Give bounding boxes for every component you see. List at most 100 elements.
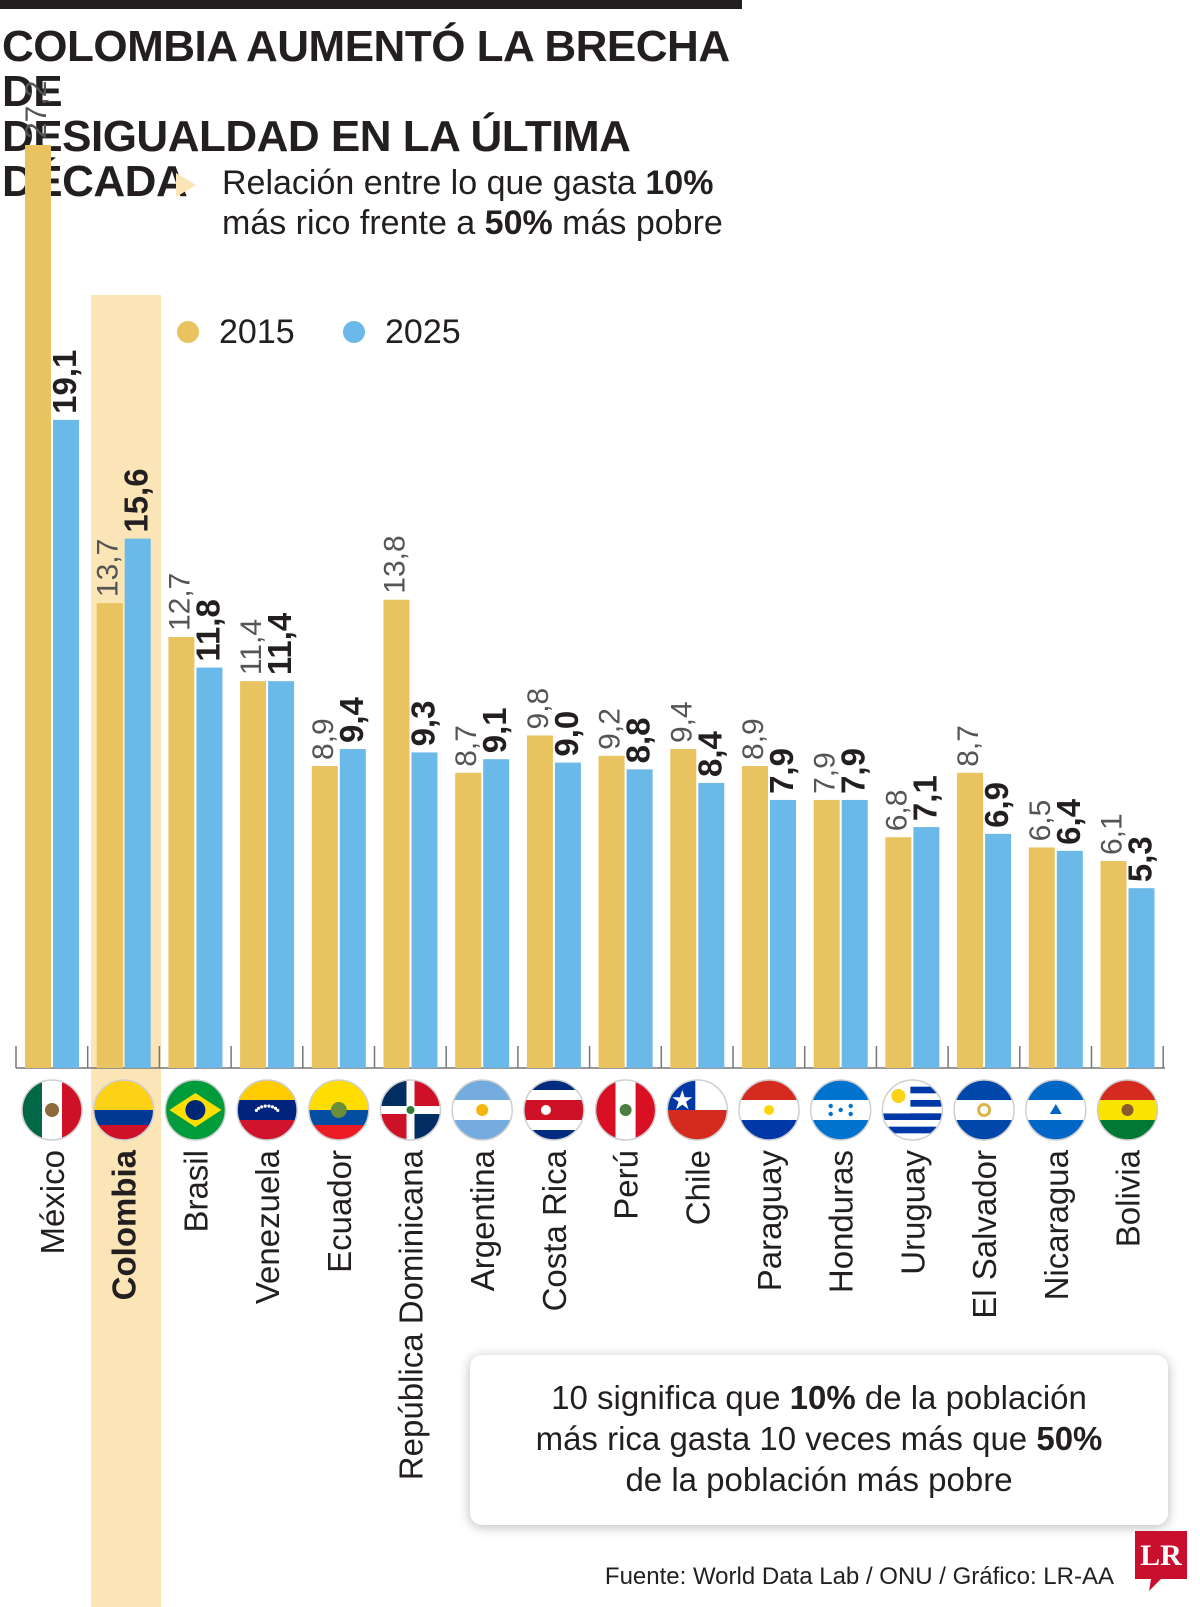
value-label-2015: 13,7 — [92, 539, 125, 597]
note-box: 10 significa que 10% de la población más… — [470, 1355, 1168, 1525]
category-label: Perú — [608, 1150, 645, 1220]
category-group-4: 8,99,4 Ecuador — [307, 697, 370, 1273]
bar-2025 — [913, 827, 940, 1068]
category-group-11: 7,97,9 Honduras — [809, 748, 872, 1293]
note-line2-text: más rica gasta 10 veces más que — [535, 1420, 1037, 1457]
bar-2015 — [742, 765, 768, 1068]
bar-2015 — [240, 681, 267, 1068]
value-label-2025: 9,4 — [333, 697, 370, 744]
category-label: Paraguay — [751, 1150, 788, 1292]
category-group-1: 13,7 15,6 Colombia — [92, 468, 155, 1300]
bar-2015 — [383, 599, 410, 1068]
bar-2025 — [698, 782, 725, 1068]
bar-2015 — [598, 755, 625, 1068]
subtitle-line1-bold: 10% — [645, 164, 714, 202]
bar-2025 — [196, 667, 223, 1068]
flag-dominican-republic-icon — [379, 1079, 442, 1141]
lr-logo-icon: LR — [1135, 1531, 1187, 1591]
bar-2025 — [770, 799, 796, 1068]
flag-colombia-icon — [92, 1079, 155, 1141]
category-group-15: 6,15,3 Bolivia — [1096, 813, 1159, 1247]
bar-2015 — [1028, 847, 1055, 1068]
flag-ecuador-icon — [308, 1079, 370, 1141]
note-line2-bold: 50% — [1036, 1420, 1103, 1457]
bar-2025 — [53, 419, 79, 1068]
bar-2025 — [268, 681, 295, 1068]
chart-title-line1: COLOMBIA AUMENTÓ LA BRECHA DE — [2, 22, 728, 116]
bar-2015 — [813, 799, 840, 1068]
note-line1-end: de la población — [855, 1379, 1087, 1416]
bar-2025 — [626, 769, 653, 1068]
category-label: Costa Rica — [536, 1149, 573, 1311]
note-line2: más rica gasta 10 veces más que 50% — [470, 1418, 1168, 1459]
note-line1-bold: 10% — [789, 1379, 856, 1416]
value-label-2015: 8,7 — [952, 725, 985, 767]
bar-2025 — [1056, 850, 1083, 1068]
category-group-6: 8,79,1 Argentina — [450, 707, 513, 1291]
category-label: Brasil — [177, 1150, 214, 1233]
value-label-2025: 11,8 — [189, 599, 226, 661]
bar-2015 — [25, 145, 51, 1068]
category-group-13: 8,7 6,9 El Salvador — [952, 725, 1015, 1319]
category-label: Uruguay — [894, 1150, 931, 1275]
flag-peru-icon — [594, 1079, 657, 1141]
category-group-9: 9,48,4 Chile — [665, 701, 728, 1225]
value-label-2015: 9,4 — [665, 701, 698, 743]
flag-venezuela-icon — [236, 1079, 298, 1141]
subtitle-line2-end: más pobre — [552, 204, 723, 242]
value-label-2025: 7,9 — [763, 748, 800, 794]
category-group-3: 11,411,4 Venezuela — [235, 612, 298, 1304]
category-label: Colombia — [106, 1149, 143, 1300]
value-label-2015: 6,8 — [880, 790, 913, 832]
value-label-2015: 8,9 — [307, 718, 340, 760]
value-label-2015: 9,8 — [522, 688, 555, 730]
value-label-2015: 6,5 — [1024, 800, 1057, 842]
value-label-2025: 8,4 — [691, 730, 728, 777]
subtitle-line2-text: más rico frente a — [222, 204, 485, 242]
value-label-2015: 11,4 — [235, 619, 268, 675]
value-label-2025: 6,4 — [1050, 798, 1087, 845]
bar-2015 — [455, 772, 482, 1068]
category-group-2: 12,711,8 Brasil — [163, 573, 226, 1233]
value-label-2025: 19,1 — [46, 350, 83, 414]
bar-2025 — [1128, 888, 1155, 1068]
flag-chile-icon — [666, 1079, 729, 1141]
category-group-7: 9,89,0 Costa Rica — [522, 688, 585, 1312]
value-label-2015: 13,8 — [379, 535, 412, 593]
logo-text: LR — [1140, 1539, 1182, 1572]
legend-swatch-2025 — [343, 321, 365, 343]
bar-2015 — [670, 749, 697, 1068]
legend-item-2015: 2015 — [177, 312, 295, 352]
legend-swatch-2015 — [177, 321, 199, 343]
legend-label-2025: 2025 — [385, 312, 461, 351]
bar-2015 — [96, 603, 123, 1068]
bar-2015 — [885, 837, 912, 1068]
flag-nicaragua-icon — [1025, 1079, 1087, 1141]
bar-2025 — [124, 538, 151, 1068]
value-label-2025: 5,3 — [1122, 836, 1159, 882]
subtitle-line1-text: Relación entre lo que gasta — [222, 164, 646, 202]
note-line1-text: 10 significa que — [551, 1379, 790, 1416]
value-label-2025: 11,4 — [261, 612, 298, 675]
category-label: Chile — [679, 1150, 716, 1225]
category-group-8: 9,28,8 Perú — [594, 708, 657, 1220]
flag-argentina-icon — [451, 1079, 513, 1141]
category-group-14: 6,56,4 Nicaragua — [1024, 798, 1087, 1300]
subtitle-line2-bold: 50% — [484, 204, 553, 242]
flag-brazil-icon — [164, 1079, 227, 1141]
bar-2015 — [168, 637, 195, 1068]
note-line3: de la población más pobre — [625, 1461, 1013, 1498]
subtitle-marker-icon — [176, 173, 196, 197]
value-label-2025: 9,1 — [476, 707, 513, 753]
note-line1: 10 significa que 10% de la población — [470, 1377, 1168, 1418]
bar-2025 — [841, 799, 868, 1068]
bar-2025 — [411, 752, 438, 1068]
category-label: Ecuador — [321, 1150, 358, 1273]
top-rule — [0, 0, 742, 9]
bar-2015 — [957, 772, 984, 1068]
value-label-2015: 9,2 — [594, 708, 627, 750]
bar-2025 — [985, 833, 1012, 1068]
category-label: Bolivia — [1110, 1149, 1147, 1247]
value-label-2015: 8,9 — [737, 718, 770, 760]
